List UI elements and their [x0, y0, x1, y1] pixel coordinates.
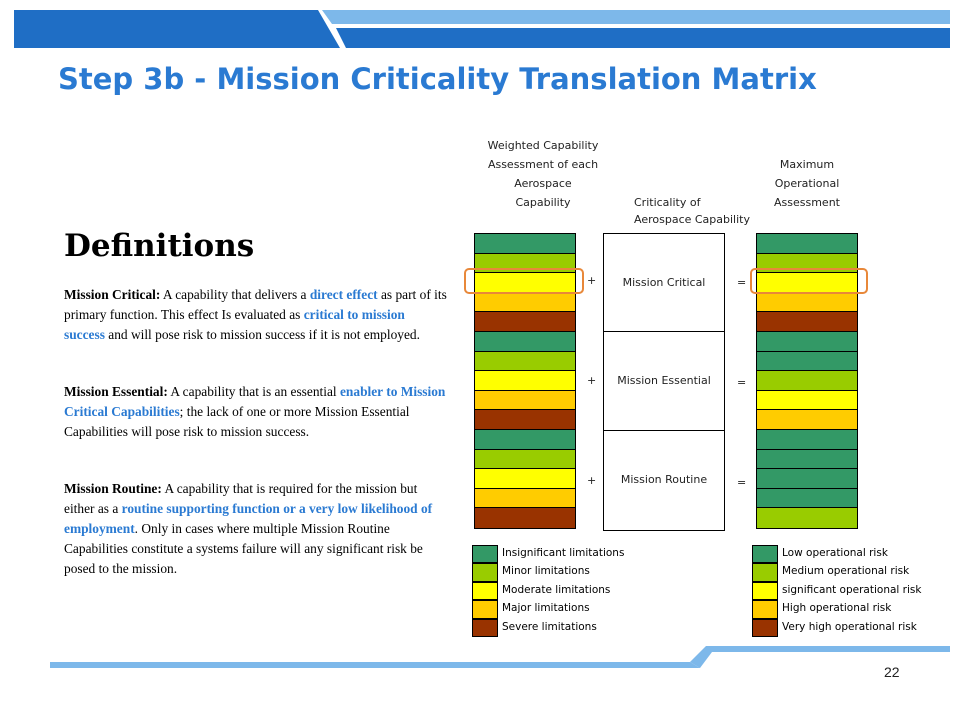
matrix-cell-lightgreen [475, 351, 575, 372]
matrix-cell-yellow [475, 469, 575, 489]
definition-mission-essential: Mission Essential: A capability that is … [64, 382, 447, 442]
definition-text: ; the lack of one or more Mission Essent… [64, 404, 410, 439]
header-criticality: Criticality of Aerospace Capability [634, 193, 766, 229]
top-banner [14, 10, 950, 48]
definition-text: A capability that is an essential [167, 384, 340, 399]
header-line: Operational [774, 177, 840, 190]
highlight-box-right [750, 268, 868, 294]
matrix-cell-green [475, 234, 575, 254]
term-mission-essential: Mission Essential: [64, 384, 168, 399]
legend-swatch [472, 600, 498, 619]
legend-swatch [752, 581, 778, 601]
header-line: Capability [515, 196, 571, 209]
label-mission-routine: Mission Routine [620, 473, 708, 486]
matrix-cell-brown [757, 312, 857, 332]
header-line: Weighted Capability [487, 139, 599, 152]
matrix-cell-brown [475, 508, 575, 528]
header-weighted-capability: Weighted Capability Assessment of each A… [468, 136, 618, 212]
legend-swatch [472, 618, 498, 637]
equals-sign: = [737, 476, 747, 489]
highlight-text: routine supporting function or a very lo… [64, 501, 433, 536]
matrix-cell-green [757, 488, 857, 509]
matrix-cell-gold [757, 410, 857, 430]
header-line: Assessment [774, 196, 840, 209]
matrix-cell-green [475, 429, 575, 450]
legend-label: Insignificant limitations [502, 547, 625, 559]
legend-swatch [752, 600, 778, 619]
matrix-cell-lightgreen [757, 508, 857, 528]
operational-assessment-column [756, 233, 858, 529]
matrix-cell-gold [475, 292, 575, 313]
term-mission-critical: Mission Critical: [64, 287, 161, 302]
matrix-cell-brown [475, 410, 575, 430]
legend-swatch [472, 581, 498, 601]
matrix-cell-green [757, 351, 857, 372]
legend-swatch [472, 545, 498, 564]
header-line: Maximum [779, 158, 835, 171]
legend-label: Low operational risk [782, 547, 888, 559]
definition-text: as part of its primary function. This ef… [64, 287, 447, 322]
legend-label: Minor limitations [502, 565, 590, 578]
criticality-box-essential: Mission Essential [603, 331, 725, 432]
legend-label: High operational risk [782, 602, 892, 615]
highlight-text: enabler to Mission Critical Capabilities [64, 384, 446, 419]
equals-sign: = [737, 376, 747, 389]
legend-swatch [752, 563, 778, 582]
legend-label: significant operational risk [782, 583, 922, 596]
matrix-cell-gold [757, 292, 857, 313]
definition-text: A capability that is required for the mi… [64, 481, 418, 516]
matrix-cell-yellow [757, 390, 857, 411]
plus-sign: + [587, 374, 597, 387]
page-title: Step 3b - Mission Criticality Translatio… [58, 62, 817, 96]
matrix-cell-lightgreen [475, 449, 575, 470]
highlight-text: direct effect [309, 287, 378, 302]
matrix-cell-green [757, 469, 857, 489]
matrix-cell-brown [475, 312, 575, 332]
matrix-cell-green [475, 331, 575, 352]
definition-mission-critical: Mission Critical: A capability that deli… [64, 285, 447, 345]
definition-text: A capability that delivers a [160, 287, 310, 302]
legend-label: Very high operational risk [782, 620, 917, 633]
legend-label: Moderate limitations [502, 583, 611, 596]
header-line: Aerospace [514, 177, 572, 190]
highlight-text: critical to mission success [64, 307, 405, 342]
criticality-box-critical: Mission Critical [603, 233, 725, 333]
matrix-cell-gold [475, 488, 575, 509]
label-mission-critical: Mission Critical [622, 276, 706, 289]
legend-swatch [472, 563, 498, 582]
definition-mission-routine: Mission Routine: A capability that is re… [64, 479, 447, 579]
definitions-heading: Definitions [64, 228, 255, 264]
header-line: Aerospace Capability [634, 213, 750, 226]
plus-sign: + [587, 274, 597, 287]
header-max-operational: Maximum Operational Assessment [752, 155, 862, 212]
legend-label: Medium operational risk [782, 565, 910, 578]
legend-label: Severe limitations [502, 620, 597, 633]
label-mission-essential: Mission Essential [617, 374, 711, 387]
equals-sign: = [737, 276, 747, 289]
matrix-cell-green [757, 331, 857, 352]
legend-swatch [752, 618, 778, 637]
matrix-cell-green [757, 429, 857, 450]
legend-swatch [752, 545, 778, 564]
capability-assessment-column [474, 233, 576, 529]
matrix-cell-green [757, 449, 857, 470]
matrix-cell-lightgreen [757, 371, 857, 391]
bottom-banner [50, 646, 950, 668]
header-line: Assessment of each [487, 158, 599, 171]
definition-text: and will pose risk to mission success if… [104, 327, 420, 342]
legend-label: Major limitations [502, 602, 590, 615]
header-line: Criticality of [634, 196, 701, 209]
matrix-cell-yellow [475, 371, 575, 391]
page-number: 22 [884, 664, 900, 680]
criticality-box-routine: Mission Routine [603, 430, 725, 531]
definition-text: . Only in cases where multiple Mission R… [64, 521, 423, 576]
term-mission-routine: Mission Routine: [64, 481, 162, 496]
matrix-cell-gold [475, 390, 575, 411]
matrix-cell-green [757, 234, 857, 254]
plus-sign: + [587, 474, 597, 487]
highlight-box-left [464, 268, 584, 294]
